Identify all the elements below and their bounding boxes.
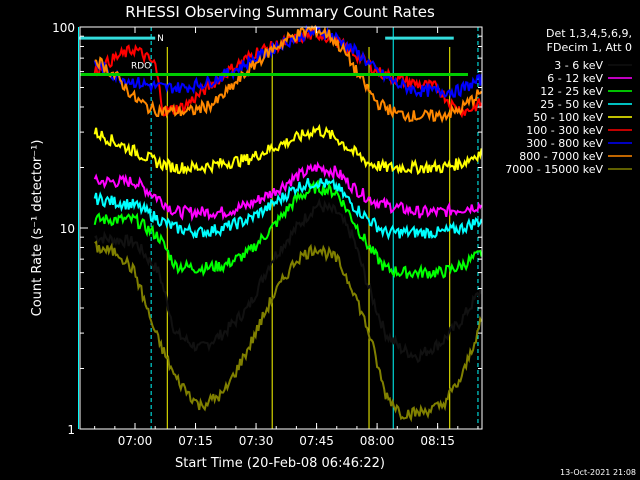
legend-entry-0: 3 - 6 keV bbox=[554, 59, 603, 72]
rdo-flag-label: RDO bbox=[131, 62, 151, 72]
series-line-0 bbox=[94, 197, 483, 364]
x-tick-label-4: 08:00 bbox=[360, 434, 395, 448]
y-tick-label-0: 1 bbox=[67, 423, 75, 437]
x-tick-label-2: 07:30 bbox=[239, 434, 274, 448]
legend-entry-7: 800 - 7000 keV bbox=[519, 150, 603, 163]
footer-date: 13-Oct-2021 21:08 bbox=[560, 468, 636, 477]
legend-header-1: Det 1,3,4,5,6,9, bbox=[546, 27, 632, 40]
y-tick-label-1: 10 bbox=[60, 222, 75, 236]
legend-entry-2: 12 - 25 keV bbox=[540, 85, 603, 98]
night-flag-label: N bbox=[157, 34, 164, 44]
x-tick-label-3: 07:45 bbox=[299, 434, 334, 448]
series-line-3 bbox=[93, 178, 483, 241]
series-line-2 bbox=[93, 179, 483, 280]
x-tick-label-5: 08:15 bbox=[420, 434, 455, 448]
legend-header-2: FDecim 1, Att 0 bbox=[547, 41, 632, 54]
legend-entry-8: 7000 - 15000 keV bbox=[505, 163, 603, 176]
x-tick-label-0: 07:00 bbox=[118, 434, 153, 448]
legend-entry-5: 100 - 300 keV bbox=[526, 124, 603, 137]
series-line-6 bbox=[93, 24, 483, 99]
series-line-1 bbox=[93, 160, 483, 222]
chart-title: RHESSI Observing Summary Count Rates bbox=[125, 3, 435, 21]
y-axis-label: Count Rate (s⁻¹ detector⁻¹) bbox=[30, 140, 45, 317]
legend-entry-4: 50 - 100 keV bbox=[533, 111, 603, 124]
x-tick-label-1: 07:15 bbox=[178, 434, 213, 448]
legend-entry-3: 25 - 50 keV bbox=[540, 98, 603, 111]
legend-entry-6: 300 - 800 keV bbox=[526, 137, 603, 150]
series-line-8 bbox=[94, 240, 483, 423]
legend-entry-1: 6 - 12 keV bbox=[547, 72, 603, 85]
x-axis-label: Start Time (20-Feb-08 06:46:22) bbox=[175, 456, 385, 471]
series-line-7 bbox=[94, 24, 483, 124]
series-line-4 bbox=[93, 123, 483, 176]
y-tick-label-2: 100 bbox=[52, 21, 75, 35]
